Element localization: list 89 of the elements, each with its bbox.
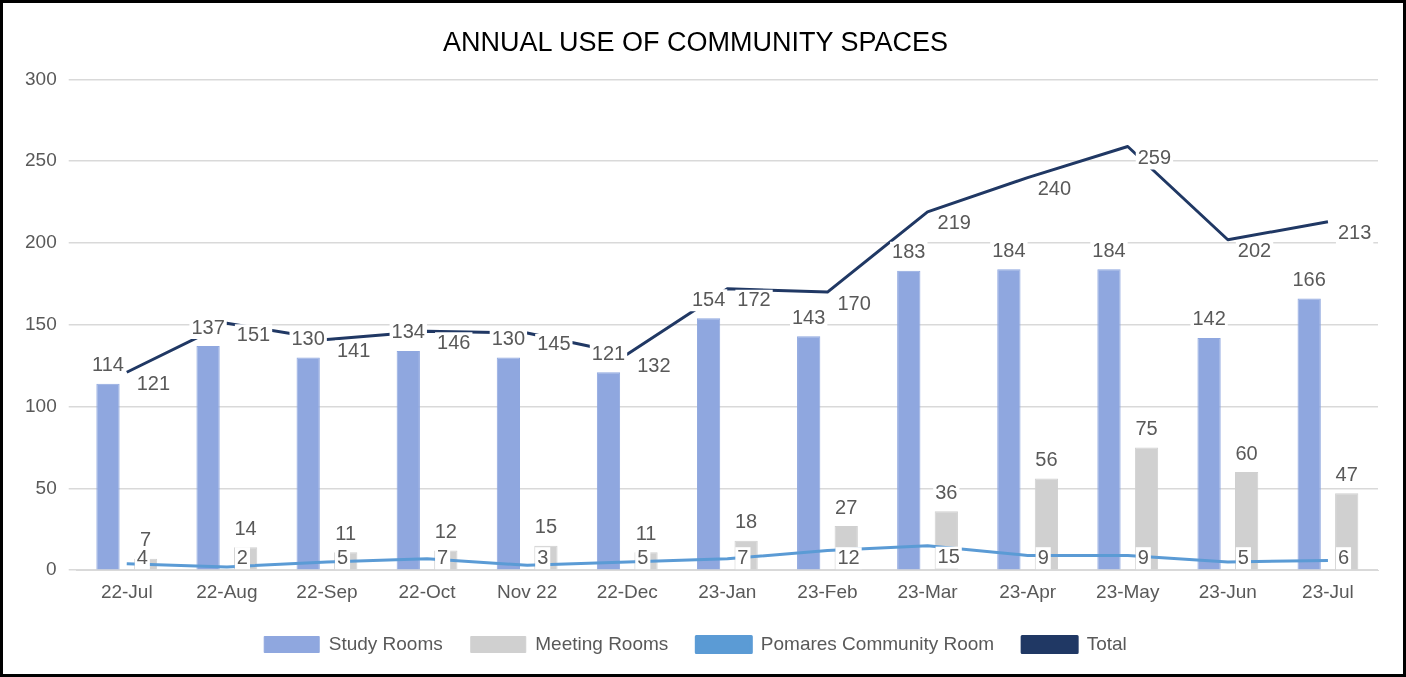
x-tick-label: 23-Mar <box>897 580 959 602</box>
y-tick-label: 150 <box>25 313 57 335</box>
data-label: 219 <box>937 211 971 234</box>
x-tick-label: 23-May <box>1096 580 1160 602</box>
bar <box>1097 269 1121 570</box>
data-label: 5 <box>1237 545 1249 568</box>
data-label: 259 <box>1137 145 1172 168</box>
data-label: 121 <box>136 371 171 394</box>
bar <box>296 357 320 570</box>
bar <box>997 269 1021 570</box>
data-label: 132 <box>637 353 671 376</box>
x-tick-label: 22-Sep <box>296 580 358 602</box>
y-tick-label: 50 <box>35 476 57 498</box>
x-tick-label: 22-Jul <box>100 580 153 602</box>
data-label: 56 <box>1035 448 1058 471</box>
data-label: 3 <box>537 545 549 568</box>
data-label: 137 <box>191 315 225 338</box>
bar <box>396 350 420 570</box>
y-tick-label: 300 <box>25 67 57 89</box>
x-tick-label: 22-Oct <box>398 580 457 602</box>
data-label: 130 <box>291 327 325 350</box>
y-tick-label: 250 <box>25 149 57 171</box>
data-label: 15 <box>937 545 960 568</box>
x-tick-label: 23-Feb <box>797 580 858 602</box>
data-label: 142 <box>1192 307 1226 330</box>
x-tick-label: 22-Dec <box>596 580 658 602</box>
bar <box>496 357 521 570</box>
bar <box>1297 298 1321 570</box>
bar <box>897 270 921 570</box>
chart-title: ANNUAL USE OF COMMUNITY SPACES <box>442 26 949 57</box>
data-label: 2 <box>236 545 248 568</box>
data-label: 170 <box>837 291 871 314</box>
data-label: 145 <box>537 332 571 355</box>
data-label: 11 <box>635 521 657 544</box>
data-label: 202 <box>1237 239 1272 262</box>
data-label: 18 <box>735 510 758 533</box>
data-label: 141 <box>336 339 371 362</box>
data-label: 134 <box>391 320 425 343</box>
bar <box>596 372 621 570</box>
data-label: 172 <box>737 288 771 311</box>
data-label: 130 <box>491 327 526 350</box>
data-label: 184 <box>992 238 1026 261</box>
data-label: 4 <box>136 545 148 568</box>
data-label: 6 <box>1337 545 1350 568</box>
data-label: 143 <box>792 305 826 328</box>
legend-label: Study Rooms <box>328 632 443 654</box>
data-label: 9 <box>1037 545 1049 568</box>
data-label: 75 <box>1135 417 1158 440</box>
x-tick-label: 23-Jul <box>1302 580 1354 602</box>
bar <box>196 346 220 570</box>
y-tick-label: 200 <box>25 231 57 253</box>
x-tick-label: 22-Aug <box>196 580 258 602</box>
data-label: 184 <box>1092 238 1126 261</box>
data-label: 7 <box>437 545 449 568</box>
data-label: 9 <box>1137 545 1149 568</box>
data-label: 27 <box>835 495 858 518</box>
x-tick-label: 23-Apr <box>999 580 1057 602</box>
bar <box>797 336 821 570</box>
data-label: 183 <box>892 240 926 263</box>
data-label: 15 <box>534 515 558 538</box>
data-label: 166 <box>1292 268 1326 291</box>
data-label: 60 <box>1235 441 1258 464</box>
x-tick-label: Nov 22 <box>497 580 558 602</box>
legend-label: Total <box>1086 632 1127 654</box>
bar <box>696 318 721 570</box>
data-label: 121 <box>591 341 626 364</box>
data-label: 213 <box>1337 221 1372 244</box>
data-label: 12 <box>837 545 860 568</box>
data-label: 5 <box>336 545 349 568</box>
data-label: 146 <box>437 330 471 353</box>
y-tick-label: 100 <box>25 394 57 416</box>
data-label: 11 <box>335 521 357 544</box>
data-label: 14 <box>234 516 257 539</box>
data-label: 36 <box>935 480 958 503</box>
data-label: 7 <box>737 545 749 568</box>
data-label: 240 <box>1037 177 1072 200</box>
bar <box>1197 337 1221 570</box>
data-label: 47 <box>1335 462 1358 485</box>
data-label: 151 <box>236 322 271 345</box>
x-tick-label: 23-Jan <box>698 580 757 602</box>
data-label: 12 <box>434 520 457 543</box>
data-label: 5 <box>637 545 649 568</box>
bar <box>96 383 120 570</box>
data-label: 114 <box>92 353 124 376</box>
legend-label: Meeting Rooms <box>535 632 669 654</box>
x-tick-label: 23-Jun <box>1198 580 1257 602</box>
legend-label: Pomares Community Room <box>760 632 995 654</box>
data-label: 154 <box>691 287 726 310</box>
y-tick-label: 0 <box>46 558 57 580</box>
